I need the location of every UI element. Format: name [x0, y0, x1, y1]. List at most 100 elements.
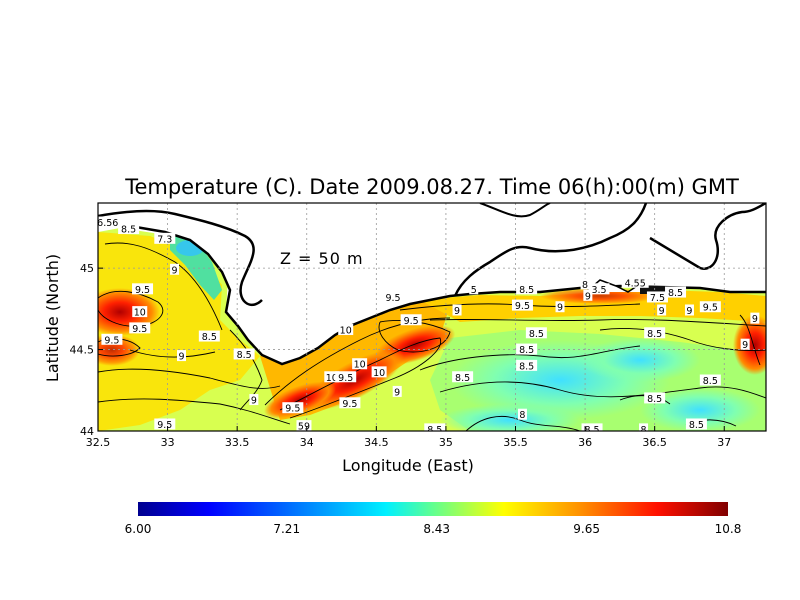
contour-label-text: 59	[298, 422, 310, 433]
contour-label-bg	[511, 299, 533, 311]
contour-label: 8.5	[198, 330, 220, 343]
x-axis-ticks: 32.5 33 33.5 34 34.5 35 35.5 36 36.5 37	[86, 426, 731, 449]
x-tick-label: 34.5	[364, 436, 389, 449]
contour-label-text: 9.5	[104, 335, 119, 346]
contour-label-bg	[452, 304, 462, 316]
contour-label-text: 8.5	[121, 225, 136, 236]
contour-label-bg	[132, 306, 148, 318]
contour-label-text: 9.5	[404, 316, 419, 327]
contour-label-text: 9	[752, 314, 758, 325]
contour-label-text: 10	[373, 368, 385, 379]
contour-label-text: 9	[251, 396, 257, 407]
inland-border-north	[98, 209, 263, 307]
contour-label: 9	[452, 304, 462, 317]
contour-label: 9.5	[282, 402, 304, 415]
x-tick-label: 34	[300, 436, 314, 449]
contour-label-text: 9.5	[285, 404, 300, 415]
y-tick-label: 44.5	[70, 344, 95, 357]
contour-label-text: 9	[585, 291, 591, 302]
contour-label: 9	[684, 304, 694, 317]
contour-label: 9.5	[699, 301, 721, 314]
contour-label-text: 8.5	[427, 425, 442, 436]
contour-label-text: 3.5	[591, 285, 606, 296]
x-tick-label: 33	[161, 436, 175, 449]
landmass	[98, 203, 766, 366]
contour-label-text: 9	[742, 340, 748, 351]
contour-label-bg	[516, 359, 538, 371]
colorbar-gradient	[138, 502, 728, 516]
contour-label-bg	[392, 385, 402, 397]
contour-label-bg	[588, 283, 610, 295]
contour-label-text: 9.5	[515, 301, 530, 312]
contour-label: 10	[132, 306, 148, 319]
contour-label: 8.5	[525, 327, 547, 340]
contour-label-bg	[339, 397, 361, 409]
contour-label-bg	[296, 420, 312, 431]
colorbar-tick-label: 10.8	[715, 522, 742, 536]
contour-label-bg	[644, 327, 666, 339]
contour-label-bg	[525, 327, 547, 339]
contour-label-text: 4.55	[625, 278, 646, 289]
contour-label: 9	[177, 350, 186, 363]
contour-label-bg	[740, 338, 750, 350]
contour-label-bg	[129, 322, 151, 334]
contour-label: 9	[170, 263, 180, 276]
plot-frame	[97, 202, 767, 432]
colorbar-ticks: 6.00 7.21 8.43 9.65 10.8	[125, 522, 742, 536]
contour-label-text: 8.5	[519, 361, 534, 372]
contour-label: 9	[392, 385, 402, 398]
contour-label-bg	[516, 283, 538, 295]
contour-label-bg	[583, 289, 593, 301]
contour-label: 9.5	[400, 314, 422, 327]
contour-label: 9	[657, 304, 667, 317]
contour-label-text: 8.5	[703, 376, 718, 387]
contour-label-text: 8	[582, 280, 588, 291]
contour-label-bg	[469, 283, 479, 295]
contour-label: 9.5	[129, 322, 151, 335]
contour-lines	[98, 242, 766, 431]
contour-label: 6.56	[97, 216, 122, 229]
chart-title: Temperature (C). Date 2009.08.27. Time 0…	[124, 175, 739, 199]
contour-label: 8.5	[699, 374, 721, 387]
contour-label-text: 9.5	[135, 285, 150, 296]
contour-label: 9.5	[335, 371, 357, 384]
contour-label-bg	[657, 304, 667, 316]
contour-label: 8.5	[581, 423, 603, 431]
contour-label-text: 9	[394, 387, 400, 398]
contour-label: 8	[517, 408, 527, 421]
contour-label-bg	[517, 408, 527, 420]
colorbar-tick-label: 9.65	[573, 522, 600, 536]
contour-label-text: 8.5	[519, 285, 534, 296]
contour-label-bg	[452, 371, 474, 383]
dark-land-patch	[640, 286, 666, 294]
contour-label-bg	[555, 301, 565, 313]
contour-label-text: 8.5	[202, 332, 217, 343]
contour-label-text: 6.56	[97, 218, 118, 229]
contour-label-text: 9.5	[385, 293, 400, 304]
contour-label-text: 9	[557, 303, 563, 314]
contour-label: 7.5	[646, 291, 668, 304]
contour-label: 8.5	[516, 343, 538, 356]
contour-label: 8.5	[644, 392, 666, 405]
contour-label: 8.5	[516, 359, 538, 372]
contour-label-text: 9.5	[338, 373, 353, 384]
contour-label-bg	[665, 286, 687, 298]
colorbar-tick-label: 6.00	[125, 522, 152, 536]
x-tick-label: 32.5	[86, 436, 111, 449]
contour-label: 9	[750, 312, 760, 325]
contour-label: 8.5	[685, 418, 707, 431]
contour-label-text: 9.5	[342, 399, 357, 410]
contour-label: 10	[324, 371, 340, 384]
contour-label-text: 9.5	[703, 303, 718, 314]
contour-label: 9.5	[511, 299, 533, 312]
y-tick-label: 45	[80, 262, 94, 275]
contour-label-bg	[644, 392, 666, 404]
contour-label-bg	[101, 333, 123, 345]
contour-label-bg	[750, 312, 760, 324]
contour-label: 10	[338, 324, 354, 337]
contour-label-bg	[646, 291, 668, 303]
contour-label-bg	[580, 278, 590, 290]
contour-label-text: 8	[519, 410, 525, 421]
